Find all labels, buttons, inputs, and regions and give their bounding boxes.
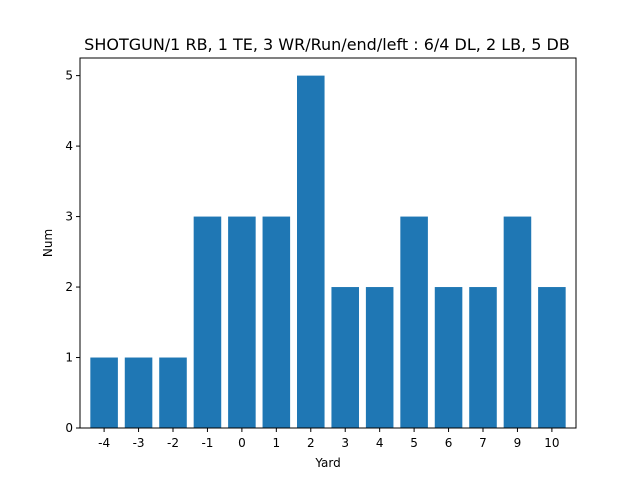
x-tick-label: 3: [341, 436, 349, 450]
y-tick-label: 1: [65, 351, 73, 365]
bar-2: [297, 75, 325, 428]
bar-6: [434, 287, 463, 428]
bar-10: [538, 287, 566, 428]
bar-5: [400, 216, 428, 428]
y-tick-label: 0: [65, 421, 73, 435]
bar--4: [90, 357, 118, 428]
x-tick-label: 4: [376, 436, 384, 450]
bar-7: [469, 287, 497, 428]
x-tick-label: 1: [273, 436, 281, 450]
bar-3: [331, 287, 359, 428]
y-tick-label: 4: [65, 139, 73, 153]
x-tick-label: 5: [410, 436, 418, 450]
y-axis-ticks: 0 1 2 3 4 5: [65, 69, 80, 435]
y-axis-label: Num: [41, 229, 55, 257]
x-tick-label: 9: [514, 436, 522, 450]
x-axis-ticks: -4 -3 -2 -1 0 1 2 3 4 5 6 7 9 10: [98, 428, 560, 450]
chart-title: SHOTGUN/1 RB, 1 TE, 3 WR/Run/end/left : …: [84, 35, 570, 54]
x-tick-label: -4: [98, 436, 110, 450]
x-tick-label: 2: [307, 436, 315, 450]
x-tick-label: -3: [133, 436, 145, 450]
plot-frame: [79, 57, 577, 429]
x-axis-label: Yard: [314, 456, 340, 470]
bar-0: [228, 216, 256, 428]
y-tick-label: 3: [65, 210, 73, 224]
x-tick-label: 6: [445, 436, 453, 450]
x-tick-label: 7: [479, 436, 487, 450]
bar--1: [193, 216, 222, 428]
bars-group: [90, 75, 566, 428]
bar--2: [159, 357, 187, 428]
bar-4: [365, 287, 394, 428]
bar--3: [124, 357, 153, 428]
x-tick-label: -1: [201, 436, 213, 450]
bar-1: [262, 216, 291, 428]
bar-9: [503, 216, 532, 428]
y-tick-label: 5: [65, 69, 73, 83]
x-tick-label: 0: [238, 436, 246, 450]
x-tick-label: -2: [167, 436, 179, 450]
x-tick-label: 10: [544, 436, 559, 450]
y-tick-label: 2: [65, 280, 73, 294]
